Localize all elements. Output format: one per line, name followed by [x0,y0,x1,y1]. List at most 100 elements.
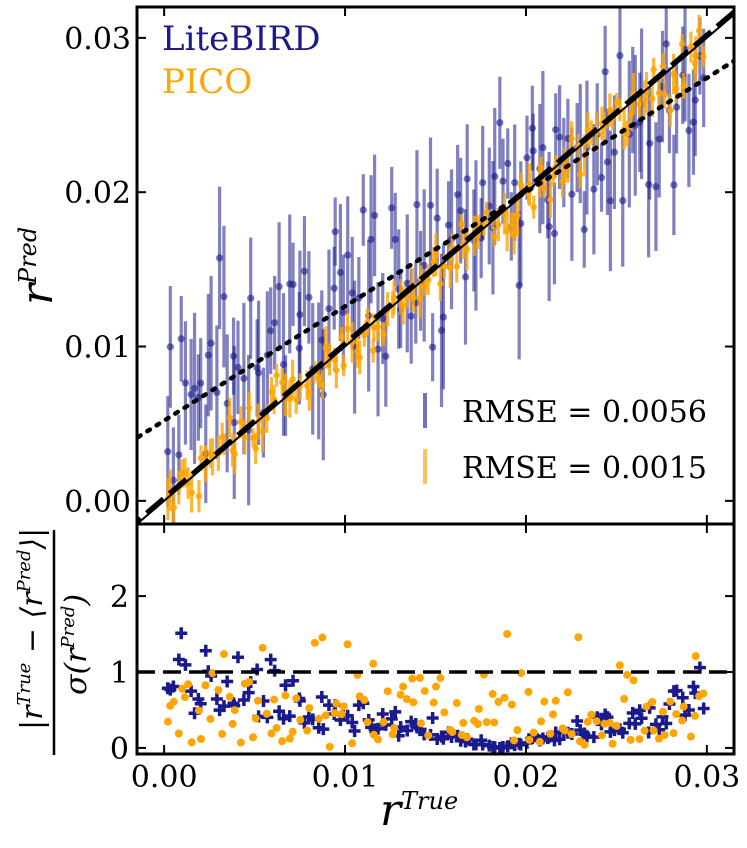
pico-residual-marker [690,711,699,720]
litebird-residual-marker [167,680,180,693]
pico-residual-marker [197,734,206,743]
pico-point [338,333,345,341]
litebird-residual-marker [426,712,439,725]
pico-residual-marker [672,710,681,719]
pico-residual-marker [648,697,657,706]
pico-point [416,294,424,302]
litebird-point [517,219,525,228]
pico-residual-marker [409,698,418,707]
litebird-point [670,181,678,189]
litebird-point [296,310,304,319]
litebird-point [413,200,421,209]
litebird-residual-marker [372,722,385,735]
litebird-point [330,284,338,292]
pico-residual-marker [360,696,369,705]
pico-residual-marker [462,733,471,742]
pico-point [495,221,502,228]
pico-point [700,53,707,60]
pico-residual-marker [194,706,203,715]
litebird-point [166,343,174,351]
litebird-residual-marker [571,715,584,728]
litebird-point [388,204,396,212]
pico-residual-marker [658,707,667,716]
y-tick-label-bottom: 1 [110,656,129,691]
pico-residual-marker [180,693,189,702]
pico-residual-marker [660,731,669,740]
bottom-panel-frame [135,522,736,756]
pico-residual-marker [420,687,429,696]
x-tick-label: 0.02 [493,760,560,795]
litebird-residual-marker [231,651,244,664]
pico-residual-marker [587,710,596,719]
pico-residual-marker [383,687,392,696]
litebird-point [606,197,614,205]
litebird-residual-marker [317,723,330,736]
pico-residual-marker [163,717,172,726]
pico-point [319,381,326,388]
identity-line [137,13,734,524]
pico-residual-marker [325,742,334,751]
pico-point [252,445,259,452]
litebird-residual-marker [283,710,296,723]
x-axis-label: rTrue [380,785,458,836]
litebird-point [367,235,375,243]
litebird-residual-marker [389,705,402,718]
litebird-residual-marker [435,730,448,743]
litebird-residual-marker [210,693,223,706]
pico-residual-marker [525,735,534,744]
litebird-point [220,293,228,301]
litebird-point [568,190,576,198]
litebird-point [382,352,390,360]
pico-point [636,101,643,108]
pico-residual-marker [318,633,327,642]
litebird-point [403,279,411,288]
pico-residual-marker [592,717,601,726]
litebird-point [207,339,215,347]
pico-residual-marker [482,718,491,727]
litebird-residual-marker [697,702,710,715]
pico-point [226,414,233,421]
pico-residual-marker [488,690,497,699]
pico-residual-marker [270,695,279,704]
pico-point [491,233,498,241]
litebird-residual-marker [199,644,212,657]
pico-residual-marker [640,726,649,735]
litebird-point [325,305,333,313]
litebird-point [619,197,627,205]
litebird-fit-line [137,58,734,441]
legend-litebird: LiteBIRD [162,19,321,59]
litebird-point [496,119,504,127]
litebird-residual-marker [376,708,389,721]
litebird-point [662,40,670,48]
litebird-residual-marker [687,680,700,693]
pico-point [446,264,454,272]
litebird-point [275,283,283,291]
pico-residual-marker [415,673,424,682]
litebird-residual-marker [172,653,185,666]
litebird-point [164,448,172,456]
litebird-point [439,313,447,321]
pico-residual-marker [686,732,695,741]
pico-point [661,91,668,99]
litebird-point [691,96,699,104]
pico-point [181,469,189,476]
pico-residual-marker [436,674,445,683]
pico-point [315,374,322,382]
pico-residual-marker [490,718,499,727]
pico-residual-marker [388,730,397,739]
litebird-point [255,369,263,377]
pico-residual-marker [236,738,245,747]
litebird-point [580,225,588,234]
pico-point [483,209,490,216]
pico-point [514,211,521,219]
y-axis-label-top: rPred [12,227,63,305]
litebird-point [181,379,190,387]
litebird-point [331,228,339,236]
pico-point [197,454,205,462]
pico-residual-marker [612,721,621,730]
litebird-point [552,126,560,134]
litebird-residual-marker [553,733,566,746]
litebird-residual-marker [670,684,683,697]
pico-residual-marker [230,706,239,715]
